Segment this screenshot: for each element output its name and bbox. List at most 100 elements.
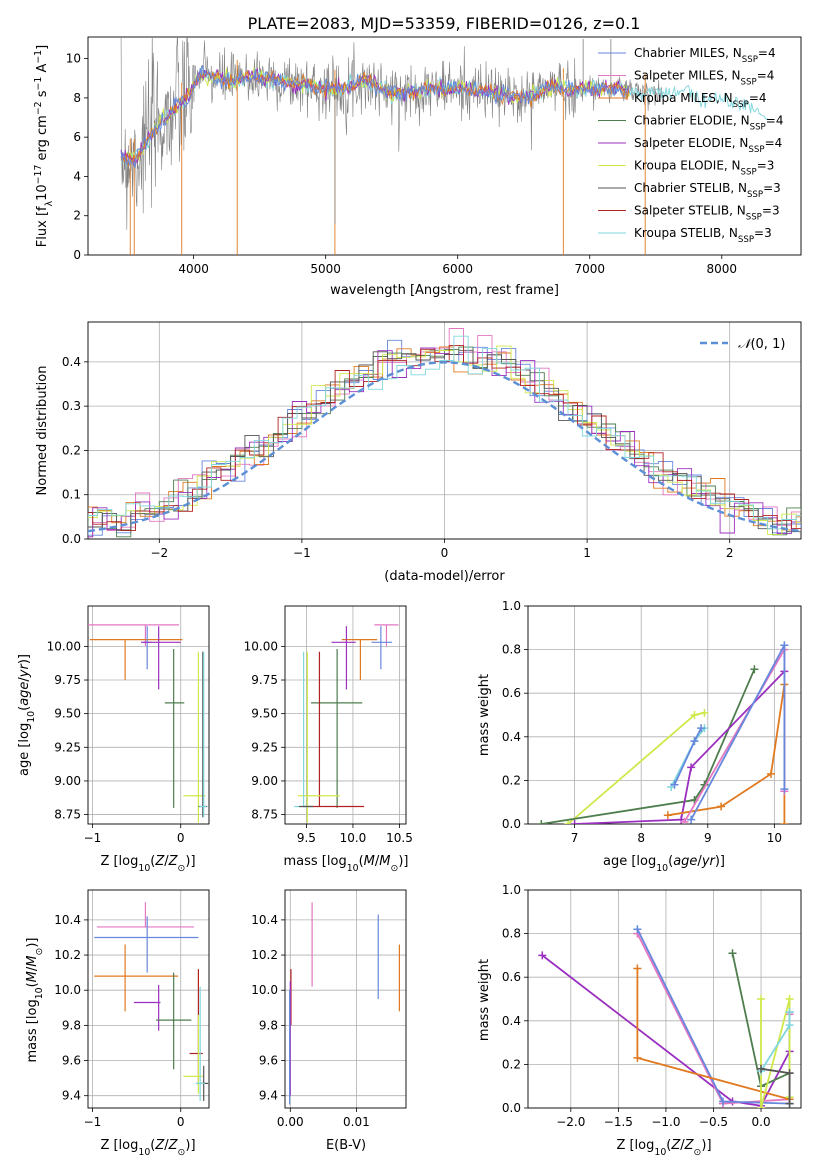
age_vs_mass-errorbars (294, 624, 399, 823)
y-tick-label: 8.75 (251, 808, 278, 822)
y-axis-label: mass weight (477, 959, 492, 1041)
model-spectrum (120, 64, 630, 168)
weight-marker (785, 1069, 794, 1078)
weight-marker (785, 995, 794, 1003)
x-tick-label: 0 (177, 831, 185, 845)
weight-marker (767, 769, 776, 778)
y-tick-label: 0.4 (62, 355, 81, 369)
mass_vs_EBV-errorbars (289, 902, 400, 1105)
mass_vs_EBV-axes: 0.00 0.01 9.4 9.6 9.8 10.0 10.2 10.4 E(B-V) (251, 889, 407, 1153)
x-tick-label: −1 (84, 831, 102, 845)
weight-marker (690, 711, 699, 719)
residuals-axes: −2 −1 0 1 2 0.0 0.1 0.2 0.3 0.4 (data-model)/error… (35, 321, 802, 584)
spectrum-axes: 4000 5000 6000 7000 8000 0 2 4 6 8 10 wavelength [A… (33, 36, 802, 298)
mass_vs_Z-axes: −1 0 9.4 9.6 9.8 10.0 10.2 10.4 Z [log10(Z/Z⊙)] m… (25, 889, 210, 1158)
axes-frame (284, 605, 407, 825)
weight-marker (717, 802, 726, 811)
y-tick-label: 4 (73, 169, 81, 183)
weight-marker (700, 708, 709, 717)
y-tick-label: 9.6 (259, 1054, 278, 1068)
mass_vs_Z-errorbars (94, 902, 209, 1101)
weight-marker (757, 1104, 766, 1108)
weight-marker (570, 820, 579, 824)
weight-series (574, 670, 786, 824)
y-tick-label: 9.75 (251, 673, 278, 687)
y-tick-label: 10.00 (244, 639, 278, 653)
y-tick-label: 0.8 (502, 927, 521, 941)
weight-marker (780, 641, 789, 650)
legend-label: Kroupa MILES, NSSP=4 (634, 91, 767, 110)
x-tick-label: −1.0 (651, 1115, 680, 1129)
model-spectrum (120, 67, 768, 166)
axes-frame (87, 889, 210, 1109)
x-tick-label: 0 (177, 1115, 185, 1129)
x-tick-label: −0.5 (699, 1115, 728, 1129)
axes-frame (527, 605, 802, 825)
y-tick-label: 0.4 (502, 730, 521, 744)
legend-label: Chabrier MILES, NSSP=4 (634, 46, 776, 65)
legend-label: Salpeter ELODIE, NSSP=4 (634, 136, 782, 155)
axes-frame (527, 889, 802, 1109)
y-tick-label: 9.25 (251, 740, 278, 754)
weight-marker (563, 820, 572, 824)
x-tick-label: 10.5 (386, 831, 413, 845)
model-spectrum (120, 67, 630, 166)
figure-title: PLATE=2083, MJD=53359, FIBERID=0126, z=0… (248, 14, 641, 33)
weight_vs_Z-axes: −2.0 −1.5 −1.0 −0.5 0.0 0.0 0.2 0.4 0.6 0.8 1.0 Z [… (477, 883, 802, 1158)
axes-frame (87, 321, 802, 540)
x-tick-label: −1 (84, 1115, 102, 1129)
weight-marker (633, 1053, 642, 1062)
y-tick-label: 9.50 (54, 707, 81, 721)
x-tick-label: 1 (583, 546, 591, 560)
y-tick-label: 9.75 (54, 673, 81, 687)
Z-axis-label: Z [log10(Z/Z⊙)] (100, 1138, 195, 1158)
x-tick-label: 9 (704, 831, 712, 845)
axes-frame (87, 36, 802, 256)
y-tick-label: 0.6 (502, 686, 521, 700)
y-tick-label: 8.75 (54, 808, 81, 822)
spectrum-legend: Chabrier MILES, NSSP=4 Salpeter MILES, NS… (598, 46, 783, 245)
legend-label: Salpeter STELIB, NSSP=3 (634, 204, 780, 223)
x-tick-label: 6000 (442, 262, 473, 276)
y-tick-label: 1.0 (502, 883, 521, 897)
weight_vs_age-lines (537, 641, 789, 824)
histogram-series (88, 347, 801, 538)
legend-label: Chabrier STELIB, NSSP=3 (634, 181, 781, 200)
age-axis-label: age [log10(age/yr)] (17, 654, 37, 776)
x-tick-label: 9.5 (297, 831, 316, 845)
Z-axis-label: Z [log10(Z/Z⊙)] (100, 854, 195, 874)
x-tick-label: 4000 (178, 262, 209, 276)
age_vs_Z-errorbars (88, 624, 208, 823)
legend-label: Kroupa STELIB, NSSP=3 (634, 226, 772, 245)
y-tick-label: 0.2 (502, 1057, 521, 1071)
x-axis-label: E(B-V) (326, 1138, 366, 1153)
y-tick-label: 10.4 (54, 913, 81, 927)
x-tick-label: 8000 (707, 262, 738, 276)
weight-marker (785, 1099, 794, 1108)
weight-marker (687, 763, 696, 772)
weight-marker (757, 995, 766, 1003)
y-tick-label: 0.6 (502, 970, 521, 984)
y-axis-label: Normed distribution (35, 366, 50, 496)
weight-marker (538, 951, 547, 960)
histogram-series (88, 335, 801, 530)
y-tick-label: 9.25 (54, 740, 81, 754)
histogram-series (88, 349, 801, 533)
weight-marker (780, 820, 789, 824)
y-tick-label: 9.4 (62, 1089, 81, 1103)
y-tick-label: 10.2 (54, 948, 81, 962)
weight-series (541, 668, 756, 824)
x-tick-label: −1.5 (604, 1115, 633, 1129)
y-tick-label: 0.8 (502, 643, 521, 657)
legend-label: Kroupa ELODIE, NSSP=3 (634, 159, 774, 178)
Z-axis-label: Z [log10(Z/Z⊙)] (616, 1138, 711, 1158)
x-tick-label: −2 (150, 546, 168, 560)
spectrum-lines (120, 37, 768, 255)
y-tick-label: 0.0 (62, 532, 81, 546)
y-tick-label: 9.00 (54, 774, 81, 788)
y-tick-label: 9.6 (62, 1054, 81, 1068)
weight-marker (757, 1064, 766, 1073)
y-tick-label: 10.0 (54, 983, 81, 997)
